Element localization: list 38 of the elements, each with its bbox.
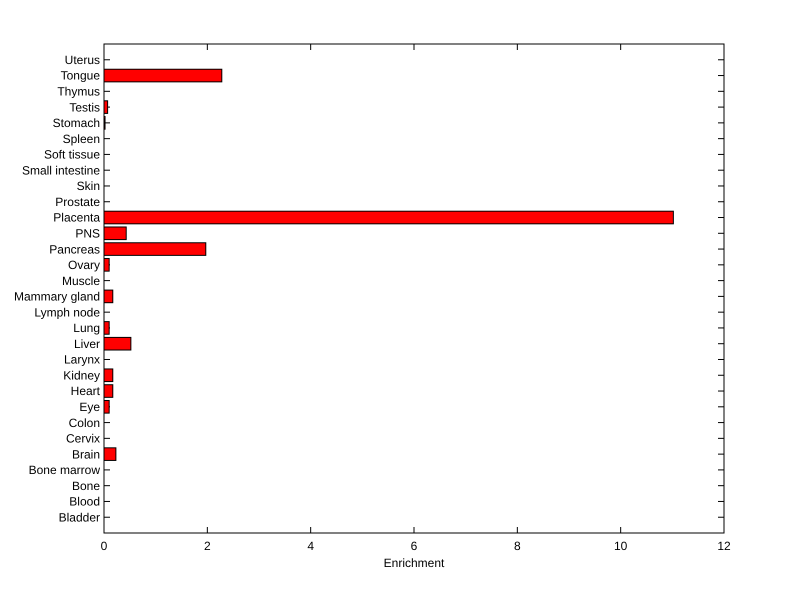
y-tick-label: Lung	[73, 321, 100, 336]
y-tick-label: Prostate	[55, 194, 100, 209]
y-tick-label: Tongue	[60, 68, 100, 83]
y-tick-label: Eye	[79, 400, 100, 414]
y-tick-label: Kidney	[63, 368, 100, 382]
y-tick-label: Muscle	[62, 274, 100, 288]
y-tick-label: Colon	[68, 416, 100, 430]
y-tick-label: Stomach	[52, 116, 100, 130]
x-tick-label: 8	[514, 539, 521, 553]
y-tick-label: Bone marrow	[28, 463, 100, 478]
y-tick-label: Liver	[74, 336, 100, 351]
y-tick-label: Larynx	[64, 352, 100, 367]
y-tick-label: Ovary	[68, 258, 100, 272]
y-tick-label: Skin	[76, 179, 100, 194]
y-tick-label: Bladder	[58, 510, 100, 524]
x-tick-label: 2	[204, 539, 211, 553]
y-tick-label: Small intestine	[22, 163, 100, 178]
y-tick-label: Thymus	[57, 84, 100, 99]
y-tick-label: Brain	[72, 447, 100, 462]
y-tick-label: Testis	[69, 100, 100, 114]
y-tick-label: Spleen	[62, 132, 100, 146]
y-tick-label: Cervix	[66, 432, 100, 446]
y-tick-label: Placenta	[53, 210, 100, 225]
x-tick-label: 10	[614, 539, 628, 553]
y-tick-label: PNS	[75, 226, 100, 240]
x-axis-title: Enrichment	[384, 556, 446, 570]
y-tick-label: Bone	[72, 478, 100, 493]
y-tick-label: Uterus	[64, 52, 100, 67]
y-tick-label: Lymph node	[34, 305, 100, 320]
y-tick-label: Pancreas	[49, 242, 100, 256]
x-tick-label: 0	[100, 539, 108, 553]
y-tick-label: Blood	[69, 494, 100, 509]
y-tick-label: Mammary gland	[14, 290, 100, 304]
y-tick-label: Soft tissue	[44, 148, 100, 162]
y-tick-label: Heart	[70, 384, 101, 398]
x-tick-label: 4	[307, 539, 314, 553]
x-tick-label: 12	[717, 539, 731, 553]
x-tick-label: 6	[410, 539, 418, 553]
